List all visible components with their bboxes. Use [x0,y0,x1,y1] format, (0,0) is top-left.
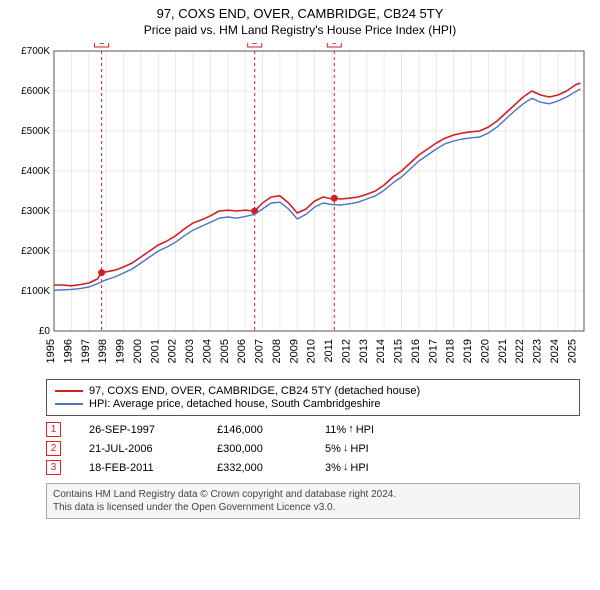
svg-text:£300K: £300K [21,206,50,217]
svg-text:£0: £0 [39,326,51,337]
svg-text:2010: 2010 [306,339,318,363]
chart-title-line1: 97, COXS END, OVER, CAMBRIDGE, CB24 5TY [0,6,600,21]
chart-title-line2: Price paid vs. HM Land Registry's House … [0,23,600,37]
svg-text:£400K: £400K [21,166,50,177]
line-chart-svg: £0 £100K £200K £300K £400K £500K £600K £700K 199… [8,43,592,373]
svg-text:2018: 2018 [445,339,457,363]
licence-notice: Contains HM Land Registry data © Crown c… [46,483,580,519]
svg-text:£500K: £500K [21,126,50,137]
arrow-up-icon: ↑ [348,424,354,435]
svg-text:2012: 2012 [340,339,352,363]
arrow-down-icon: ↓ [343,443,349,454]
svg-text:2003: 2003 [184,339,196,363]
svg-text:2017: 2017 [427,339,439,363]
event-date: 18-FEB-2011 [89,462,189,474]
event-price: £146,000 [217,424,297,436]
event-marker-icon: 1 [46,422,61,437]
svg-text:2021: 2021 [497,339,509,363]
svg-text:£200K: £200K [21,246,50,257]
event-pct: 5% ↓ HPI [325,443,369,455]
chart-legend: 97, COXS END, OVER, CAMBRIDGE, CB24 5TY … [46,379,580,416]
svg-text:2000: 2000 [132,339,144,363]
event-row: 3 18-FEB-2011 £332,000 3% ↓ HPI [46,460,580,475]
event-date: 21-JUL-2006 [89,443,189,455]
legend-swatch [55,390,83,392]
svg-text:1: 1 [99,43,105,47]
event-pct: 11% ↑ HPI [325,424,374,436]
legend-label: HPI: Average price, detached house, Sout… [89,398,380,410]
legend-swatch [55,403,83,405]
licence-line1: Contains HM Land Registry data © Crown c… [53,488,573,501]
svg-text:1998: 1998 [97,339,109,363]
svg-text:2011: 2011 [323,339,335,363]
event-date: 26-SEP-1997 [89,424,189,436]
legend-entry: HPI: Average price, detached house, Sout… [55,398,571,410]
events-table: 1 26-SEP-1997 £146,000 11% ↑ HPI 2 21-JU… [46,422,580,475]
svg-text:1997: 1997 [80,339,92,363]
svg-text:2016: 2016 [410,339,422,363]
svg-text:2008: 2008 [271,339,283,363]
svg-text:1995: 1995 [45,339,57,363]
svg-text:2009: 2009 [288,339,300,363]
licence-line2: This data is licensed under the Open Gov… [53,501,573,514]
svg-text:2025: 2025 [566,339,578,363]
event-pct: 3% ↓ HPI [325,462,369,474]
svg-text:1996: 1996 [62,339,74,363]
svg-text:2020: 2020 [479,339,491,363]
event-marker-icon: 3 [46,460,61,475]
event-price: £332,000 [217,462,297,474]
svg-text:2015: 2015 [393,339,405,363]
svg-text:2023: 2023 [532,339,544,363]
svg-text:1999: 1999 [115,339,127,363]
svg-text:2022: 2022 [514,339,526,363]
arrow-down-icon: ↓ [343,462,349,473]
svg-text:2013: 2013 [358,339,370,363]
event-row: 1 26-SEP-1997 £146,000 11% ↑ HPI [46,422,580,437]
svg-text:£100K: £100K [21,286,50,297]
svg-text:2005: 2005 [219,339,231,363]
svg-text:3: 3 [332,43,338,47]
chart-area: £0 £100K £200K £300K £400K £500K £600K £700K 199… [8,43,592,373]
chart-title-block: 97, COXS END, OVER, CAMBRIDGE, CB24 5TY … [0,0,600,37]
svg-text:2024: 2024 [549,339,561,363]
svg-text:2019: 2019 [462,339,474,363]
legend-entry: 97, COXS END, OVER, CAMBRIDGE, CB24 5TY … [55,385,571,397]
svg-text:2002: 2002 [167,339,179,363]
svg-text:2004: 2004 [201,339,213,363]
svg-text:2006: 2006 [236,339,248,363]
event-marker-icon: 2 [46,441,61,456]
svg-text:£700K: £700K [21,46,50,57]
event-price: £300,000 [217,443,297,455]
svg-text:2: 2 [252,43,258,47]
svg-text:2001: 2001 [149,339,161,363]
svg-text:2014: 2014 [375,339,387,363]
svg-text:£600K: £600K [21,86,50,97]
svg-text:2007: 2007 [254,339,266,363]
event-row: 2 21-JUL-2006 £300,000 5% ↓ HPI [46,441,580,456]
legend-label: 97, COXS END, OVER, CAMBRIDGE, CB24 5TY … [89,385,420,397]
